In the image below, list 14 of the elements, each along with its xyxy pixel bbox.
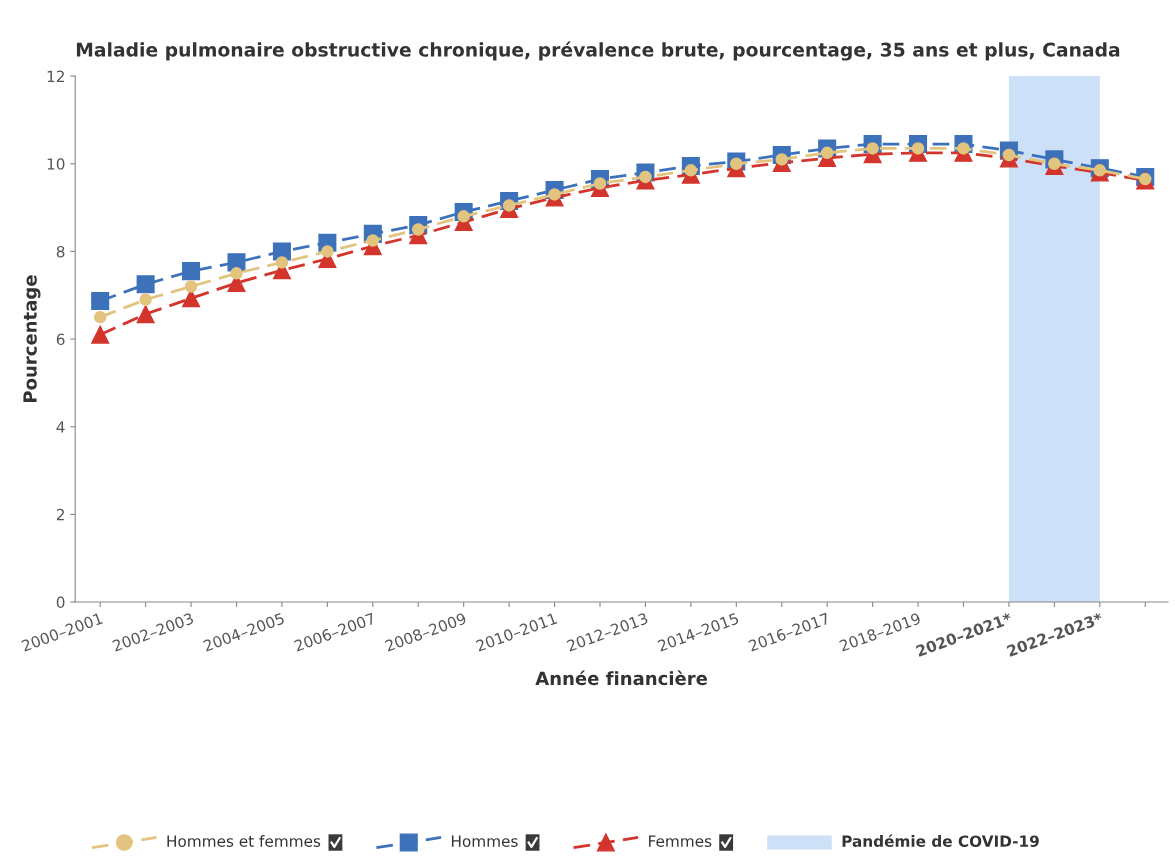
legend-label: Hommes xyxy=(451,835,518,847)
y-tick-label: 10 xyxy=(47,158,65,170)
y-axis-title: Pourcentage xyxy=(23,275,41,403)
y-tick-label: 4 xyxy=(56,421,65,433)
x-axis-title: Année financière xyxy=(535,670,708,686)
y-tick-label: 6 xyxy=(56,333,65,346)
y-tick-label: 2 xyxy=(56,508,64,521)
legend-label: Femmes xyxy=(649,835,712,847)
chart-title: Maladie pulmonaire obstructive chronique, prévalence brute, pourcentage, 35 ans et plus, Canada xyxy=(76,41,1120,61)
y-tick-label: 8 xyxy=(56,245,65,258)
y-tick-label: 0 xyxy=(56,596,65,609)
legend-label: Pandémie de COVID-19 xyxy=(842,834,1039,847)
legend-label: Hommes et femmes xyxy=(167,835,321,847)
y-tick-label: 12 xyxy=(47,70,64,82)
